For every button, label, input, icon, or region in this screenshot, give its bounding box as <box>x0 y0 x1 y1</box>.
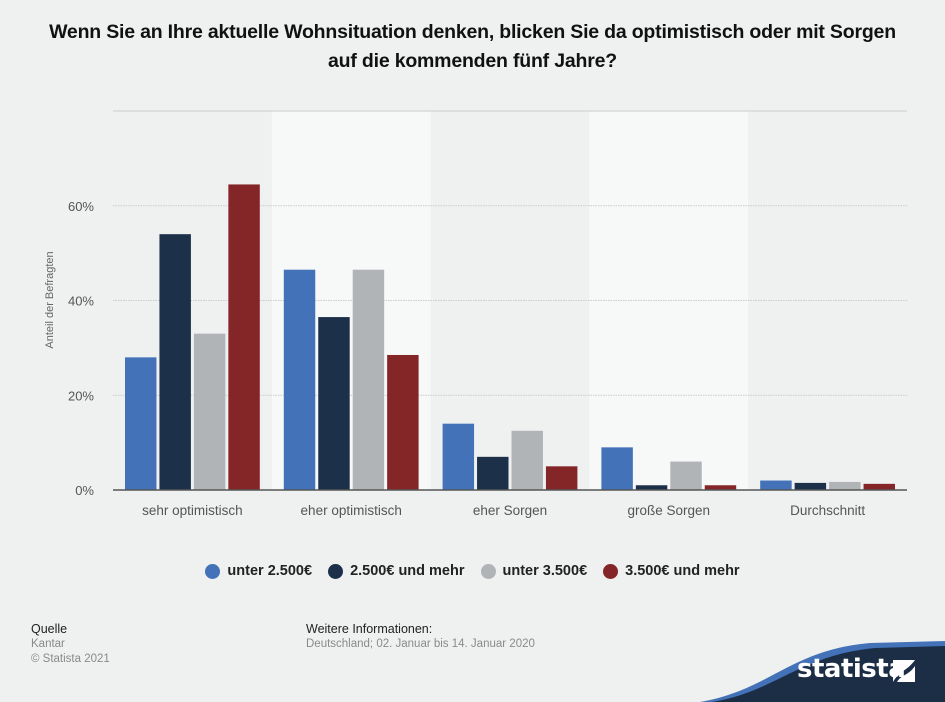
legend-item[interactable]: 2.500€ und mehr <box>328 563 465 579</box>
bar[interactable] <box>318 317 350 490</box>
legend-marker-icon <box>480 563 496 579</box>
statista-logo-text[interactable]: statista <box>797 654 906 684</box>
bar[interactable] <box>387 354 419 490</box>
legend-label: 3.500€ und mehr <box>625 563 740 579</box>
gridlines <box>113 110 907 396</box>
bar[interactable] <box>159 234 191 490</box>
bar[interactable] <box>283 269 316 490</box>
bar[interactable] <box>442 423 475 490</box>
bar[interactable] <box>545 466 578 490</box>
bar[interactable] <box>794 482 827 490</box>
legend-item[interactable]: unter 3.500€ <box>480 563 588 579</box>
legend-label: 2.500€ und mehr <box>350 563 465 579</box>
more-info-block: Weitere Informationen: Deutschland; 02. … <box>306 622 535 652</box>
more-info-text: Deutschland; 02. Januar bis 14. Januar 2… <box>306 638 535 650</box>
bar[interactable] <box>829 481 861 490</box>
x-tick-label: Durchschnitt <box>790 503 865 518</box>
chart-title: Wenn Sie an Ihre aktuelle Wohnsituation … <box>49 21 896 72</box>
bar[interactable] <box>760 480 792 490</box>
x-tick-label: eher Sorgen <box>473 503 547 518</box>
bar[interactable] <box>193 333 226 490</box>
legend: unter 2.500€ 2.500€ und mehr unter 3.500€ 3… <box>0 563 945 579</box>
bar[interactable] <box>477 456 509 490</box>
bar[interactable] <box>228 184 260 490</box>
x-axis-ticks: sehr optimistisch eher optimistisch eher S… <box>142 503 865 518</box>
bar[interactable] <box>670 461 702 490</box>
legend-item[interactable]: unter 2.500€ <box>205 563 312 579</box>
legend-marker-icon <box>205 563 221 579</box>
bar[interactable] <box>511 430 543 490</box>
bar[interactable] <box>125 357 157 490</box>
bar-chart: 0% 20% 40% 60% sehr optimistisch eher optimi… <box>44 110 907 518</box>
legend-marker-icon <box>328 563 344 579</box>
y-tick-label: 20% <box>68 388 94 403</box>
bars <box>125 184 895 490</box>
bar[interactable] <box>352 269 385 490</box>
legend-label: unter 2.500€ <box>227 563 313 579</box>
y-tick-label: 60% <box>68 199 94 214</box>
source-heading: Quelle <box>31 622 68 636</box>
legend-marker-icon <box>603 563 619 579</box>
y-tick-label: 0% <box>75 483 94 498</box>
bar[interactable] <box>704 485 737 490</box>
x-tick-label: große Sorgen <box>628 503 711 518</box>
legend-item[interactable]: 3.500€ und mehr <box>603 563 740 579</box>
x-tick-label: sehr optimistisch <box>142 503 243 518</box>
bar[interactable] <box>601 447 633 490</box>
bar[interactable] <box>863 483 895 490</box>
y-axis-label: Anteil der Befragten <box>44 251 56 348</box>
source-block: Quelle Kantar © Statista 2021 <box>31 622 110 667</box>
more-info-heading: Weitere Informationen: <box>306 622 433 636</box>
source-link[interactable]: Kantar <box>31 638 65 650</box>
bar[interactable] <box>635 485 668 490</box>
legend-label: unter 3.500€ <box>502 563 588 579</box>
y-axis-ticks: 0% 20% 40% 60% <box>68 199 94 498</box>
x-tick-label: eher optimistisch <box>301 503 402 518</box>
copyright: © Statista 2021 <box>31 653 110 665</box>
y-tick-label: 40% <box>68 294 94 309</box>
